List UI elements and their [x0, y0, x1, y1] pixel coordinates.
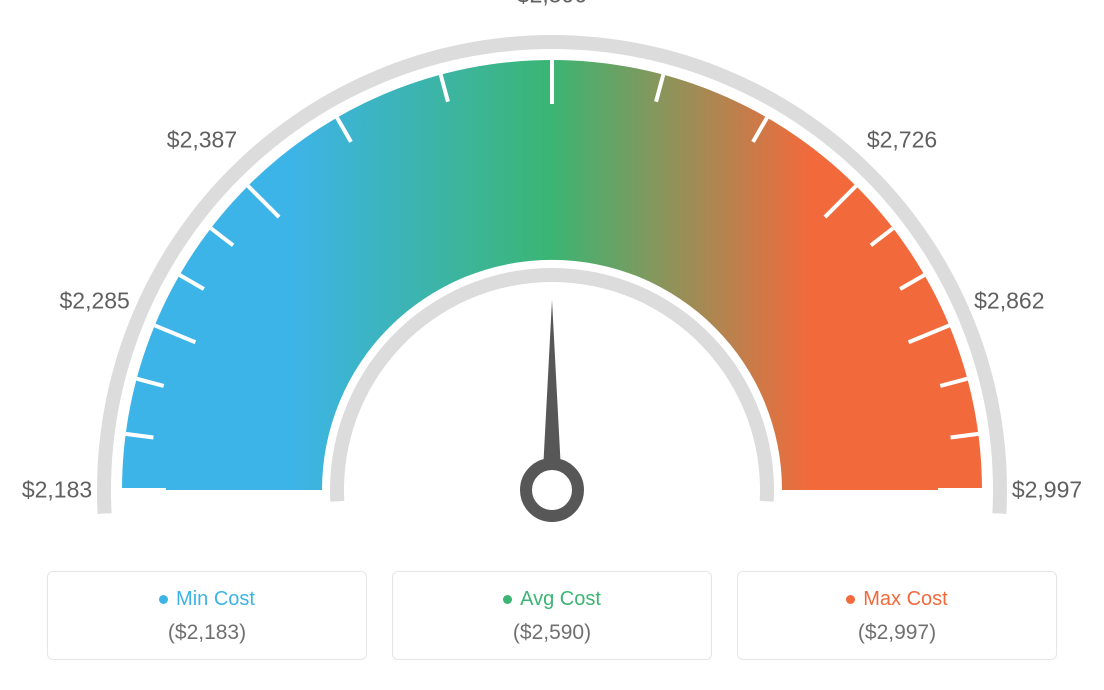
dot-icon: [159, 595, 168, 604]
legend-min-title: Min Cost: [48, 588, 366, 611]
dot-icon: [503, 595, 512, 604]
cost-gauge-chart: $2,183 $2,285 $2,387 $2,590 $2,726 $2,862 $2,9…: [0, 0, 1104, 690]
legend-min-label: Min Cost: [176, 588, 255, 611]
legend-max-box: Max Cost ($2,997): [737, 571, 1057, 660]
gauge-tick-label: $2,590: [517, 0, 587, 9]
legend-row: Min Cost ($2,183) Avg Cost ($2,590) Max …: [0, 571, 1104, 660]
legend-min-box: Min Cost ($2,183): [47, 571, 367, 660]
legend-max-title: Max Cost: [738, 588, 1056, 611]
gauge-tick-label: $2,997: [1012, 477, 1082, 504]
gauge-tick-label: $2,862: [974, 287, 1044, 314]
gauge-svg: [0, 0, 1104, 555]
legend-avg-box: Avg Cost ($2,590): [392, 571, 712, 660]
legend-avg-title: Avg Cost: [393, 588, 711, 611]
legend-max-label: Max Cost: [863, 588, 947, 611]
legend-max-value: ($2,997): [738, 621, 1056, 645]
dot-icon: [846, 595, 855, 604]
gauge-tick-label: $2,387: [167, 126, 237, 153]
legend-avg-label: Avg Cost: [520, 588, 601, 611]
legend-min-value: ($2,183): [48, 621, 366, 645]
legend-avg-value: ($2,590): [393, 621, 711, 645]
gauge-tick-label: $2,285: [59, 287, 129, 314]
gauge-tick-label: $2,726: [867, 126, 937, 153]
gauge-tick-label: $2,183: [22, 477, 92, 504]
gauge-area: $2,183 $2,285 $2,387 $2,590 $2,726 $2,862 $2,9…: [0, 0, 1104, 555]
